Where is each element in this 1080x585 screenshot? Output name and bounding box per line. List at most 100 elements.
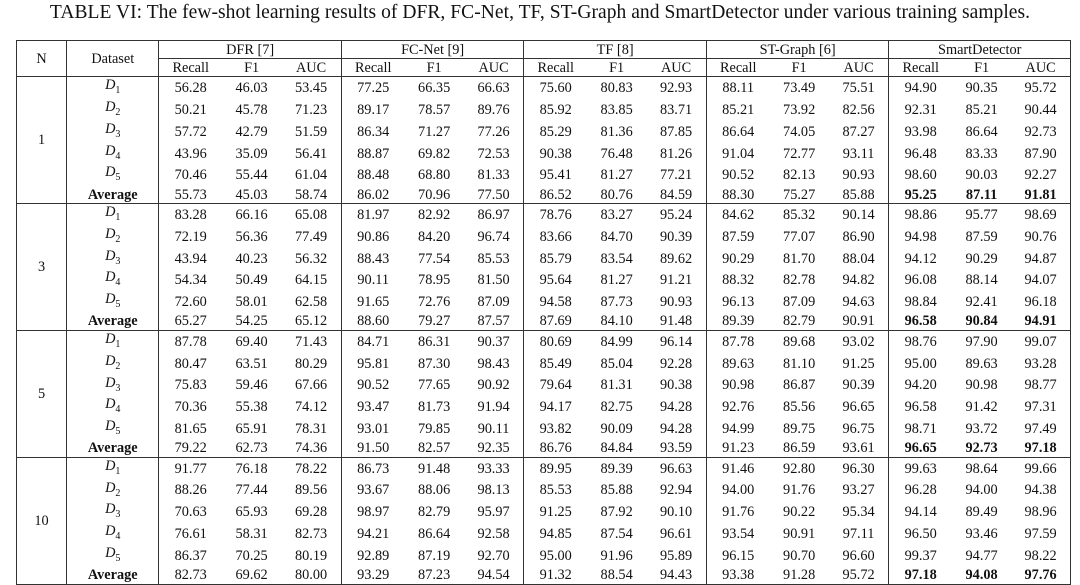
table-cell: 43.96: [174, 145, 207, 162]
dataset-name: D1: [66, 202, 160, 226]
table-cell: 92.89: [357, 548, 390, 565]
table-cell: 97.76: [1011, 566, 1072, 585]
table-row: 5 D1 87.78 69.40 71.43 84.71 86.31 90.37 80.69 84…: [15, 329, 1072, 458]
table-cell: 71.27: [418, 123, 451, 140]
dataset-name: D1: [66, 456, 160, 480]
header-method: TF [8]: [523, 40, 707, 59]
table-cell: 95.64: [539, 272, 572, 289]
table-cell: 86.64: [418, 526, 451, 543]
table-cell: 50.21: [174, 101, 207, 118]
table-cell: 96.63: [646, 456, 707, 480]
results-table: N Dataset DFR [7] FC-Net [9] TF [8] ST-Graph …: [15, 40, 1072, 585]
table-cell: 94.28: [646, 396, 707, 419]
table-cell: 90.09: [600, 421, 633, 438]
table-cell: 83.85: [600, 101, 633, 118]
dataset-letter: D: [105, 120, 116, 137]
table-cell: 90.35: [965, 79, 998, 96]
table-cell: 87.92: [600, 504, 633, 521]
table-cell: 86.73: [341, 456, 405, 480]
table-cell: 90.11: [357, 272, 390, 289]
table-cell: 81.26: [646, 142, 707, 165]
table-cell: 62.58: [281, 291, 342, 314]
group-n: 10: [15, 456, 68, 585]
dataset-index: 3: [115, 255, 121, 267]
dataset-index: 2: [115, 106, 121, 118]
table-cell: 72.76: [418, 294, 451, 311]
table-cell: 97.59: [1011, 523, 1072, 546]
dataset-letter: D: [105, 457, 116, 474]
table-cell: 91.50: [357, 440, 390, 457]
group-n: 3: [15, 202, 68, 331]
dataset-average: Average: [66, 313, 160, 331]
header-metric: Recall: [341, 58, 405, 77]
table-cell: 89.63: [965, 355, 998, 372]
table-cell: 85.04: [600, 355, 633, 372]
table-cell: 89.17: [357, 101, 390, 118]
table-cell: 45.78: [235, 101, 268, 118]
table-cell: 96.58: [904, 399, 937, 416]
table-cell: 88.14: [965, 272, 998, 289]
table-row: D5 72.60 58.01 62.58 91.65 72.76 87.09 94.58 87.…: [17, 291, 1072, 314]
table-cell: 96.60: [828, 545, 890, 567]
table-cell: 90.93: [828, 164, 890, 187]
table-cell: 97.31: [1011, 396, 1072, 419]
table-cell: 96.30: [828, 456, 890, 480]
table-row: 3 D1 83.28 66.16 65.08 81.97 82.92 86.97 78.76 83…: [15, 202, 1072, 331]
table-cell: 81.36: [600, 123, 633, 140]
table-cell: 83.71: [646, 98, 707, 121]
table-cell: 93.38: [706, 566, 770, 585]
table-cell: 94.00: [965, 482, 998, 499]
table-cell: 94.99: [722, 421, 755, 438]
dataset-index: 5: [115, 172, 121, 184]
table-cell: 91.48: [646, 313, 707, 331]
table-cell: 86.52: [539, 186, 572, 203]
table-cell: 86.87: [783, 377, 816, 394]
table-cell: 43.94: [174, 250, 207, 267]
table-cell: 94.28: [646, 418, 707, 441]
table-cell: 92.31: [904, 101, 937, 118]
table-cell: 58.74: [281, 186, 342, 204]
header-metric: AUC: [1011, 58, 1072, 77]
table-cell: 92.27: [1011, 164, 1072, 187]
table-cell: 82.78: [783, 272, 816, 289]
table-header: N Dataset DFR [7] FC-Net [9] TF [8] ST-Graph …: [15, 40, 1072, 77]
table-cell: 89.95: [523, 456, 588, 480]
table-cell: 91.76: [722, 504, 755, 521]
table-cell: 95.25: [904, 186, 937, 203]
table-cell: 82.79: [418, 504, 451, 521]
table-cell: 65.27: [174, 313, 207, 330]
table-cell: 90.84: [965, 313, 998, 330]
table-cell: 92.94: [646, 479, 707, 502]
table-cell: 80.29: [281, 352, 342, 375]
dataset-name: D1: [66, 76, 160, 99]
dataset-index: 2: [115, 233, 121, 245]
table-cell: 78.31: [281, 418, 342, 441]
table-cell: 90.98: [965, 377, 998, 394]
table-cell: 65.91: [235, 421, 268, 438]
table-cell: 97.18: [1011, 440, 1072, 458]
table-cell: 83.28: [158, 202, 223, 226]
table-cell: 72.77: [783, 145, 816, 162]
table-cell: 77.54: [418, 250, 451, 267]
table-cell: 90.03: [965, 167, 998, 184]
table-row: D3 75.83 59.46 67.66 90.52 77.65 90.92 79.64 81.…: [17, 374, 1072, 397]
table-cell: 59.46: [235, 377, 268, 394]
table-row: D2 50.21 45.78 71.23 89.17 78.57 89.76 85.92 83.…: [17, 98, 1072, 121]
table-cell: 81.73: [418, 399, 451, 416]
table-cell: 95.72: [1011, 76, 1072, 99]
table-cell: 70.63: [174, 504, 207, 521]
table-cell: 94.14: [904, 504, 937, 521]
dataset-letter: D: [105, 418, 116, 435]
table-cell: 84.99: [587, 329, 647, 353]
table-cell: 89.49: [965, 504, 998, 521]
dataset-letter: D: [105, 142, 116, 159]
table-cell: 67.66: [281, 374, 342, 397]
table-cell: 56.36: [235, 228, 268, 245]
table-cell: 64.15: [281, 269, 342, 292]
table-cell: 78.76: [523, 202, 588, 226]
table-cell: 94.07: [1011, 269, 1072, 292]
header-n: N: [15, 40, 68, 77]
table-cell: 90.14: [828, 202, 890, 226]
table-cell: 92.70: [463, 545, 525, 567]
table-cell: 88.32: [722, 272, 755, 289]
